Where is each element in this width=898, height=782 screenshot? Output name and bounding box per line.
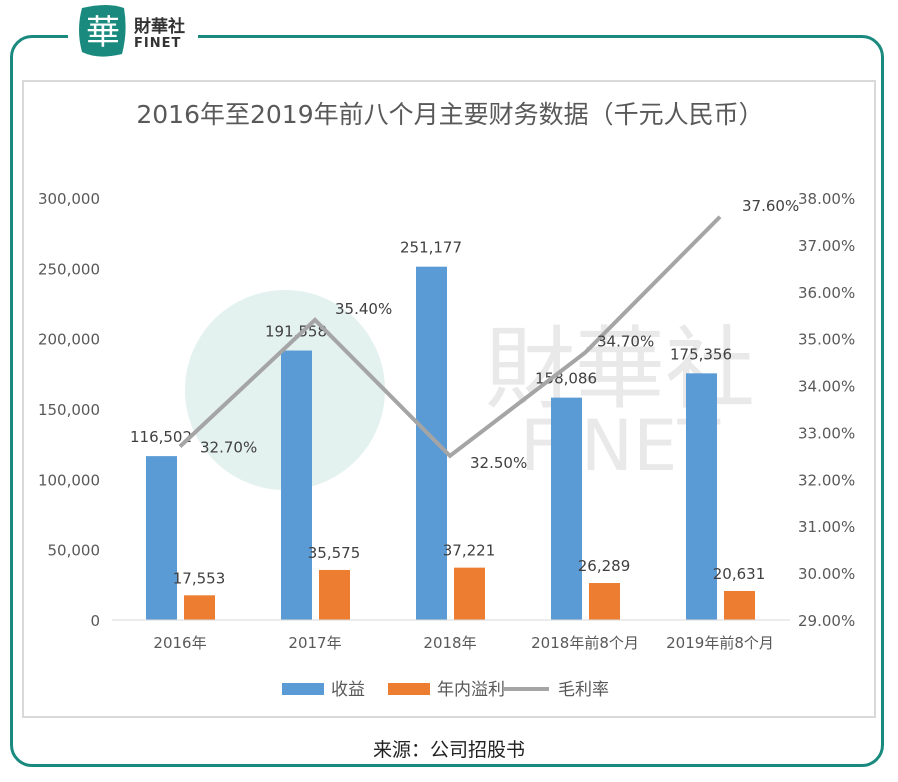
y-right-tick: 37.00% [798, 237, 855, 255]
y-left-tick: 200,000 [38, 331, 100, 349]
y-right-tick: 33.00% [798, 424, 855, 442]
bar-label: 175,356 [670, 345, 732, 363]
bar-label: 17,553 [173, 569, 226, 587]
outer-frame [10, 35, 884, 767]
y-right-tick: 32.00% [798, 471, 855, 489]
y-left-tick: 300,000 [38, 190, 100, 208]
legend-label: 年内溢利 [437, 680, 505, 700]
x-tick: 2017年 [288, 634, 341, 652]
y-right-tick: 38.00% [798, 190, 855, 208]
x-tick: 2016年 [153, 634, 206, 652]
profit-bar [454, 567, 485, 620]
line-label: 37.60% [742, 197, 799, 215]
bar-label: 251,177 [400, 239, 462, 257]
y-right-tick: 29.00% [798, 612, 855, 630]
bar-label: 37,221 [443, 542, 496, 560]
legend-label: 毛利率 [558, 680, 609, 700]
legend-swatch [282, 683, 324, 695]
y-left-tick: 150,000 [38, 401, 100, 419]
y-right-tick: 31.00% [798, 518, 855, 536]
finet-logo: 華 財華社 FINET [68, 2, 198, 58]
profit-bar [319, 569, 350, 620]
x-tick: 2018年前8个月 [531, 634, 639, 652]
legend-label: 收益 [331, 680, 365, 700]
chart-title: 2016年至2019年前八个月主要财务数据（千元人民币） [136, 100, 764, 129]
bar-label: 20,631 [713, 565, 766, 583]
legend-swatch [388, 683, 430, 695]
x-tick: 2018年 [423, 634, 476, 652]
svg-text:FINET: FINET [134, 36, 181, 51]
line-label: 35.40% [335, 300, 392, 318]
line-label: 34.70% [597, 333, 654, 351]
y-left-tick: 0 [90, 612, 100, 630]
bar-label: 191,558 [265, 323, 327, 341]
bar-label: 35,575 [308, 544, 361, 562]
profit-bar [184, 595, 215, 620]
chart-box [22, 80, 876, 718]
revenue-bar [416, 266, 447, 620]
revenue-bar [686, 373, 717, 620]
x-tick: 2019年前8个月 [666, 634, 774, 652]
bar-label: 158,086 [535, 370, 597, 388]
line-label: 32.70% [200, 439, 257, 457]
profit-bar [589, 583, 620, 620]
profit-bar [724, 590, 755, 620]
bar-label: 26,289 [578, 557, 631, 575]
y-right-tick: 35.00% [798, 331, 855, 349]
bar-label: 116,502 [130, 428, 192, 446]
y-right-tick: 36.00% [798, 284, 855, 302]
margin-line [178, 215, 722, 459]
revenue-bar [281, 350, 312, 620]
y-right-tick: 34.00% [798, 378, 855, 396]
revenue-bar [146, 456, 177, 620]
y-left-tick: 250,000 [38, 260, 100, 278]
y-left-tick: 100,000 [38, 471, 100, 489]
source-note: 来源：公司招股书 [372, 739, 525, 761]
line-label: 32.50% [470, 454, 527, 472]
y-right-tick: 30.00% [798, 565, 855, 583]
svg-text:財華社: 財華社 [133, 16, 185, 37]
svg-text:華: 華 [86, 13, 120, 53]
y-left-tick: 50,000 [48, 542, 101, 560]
revenue-bar [551, 397, 582, 620]
